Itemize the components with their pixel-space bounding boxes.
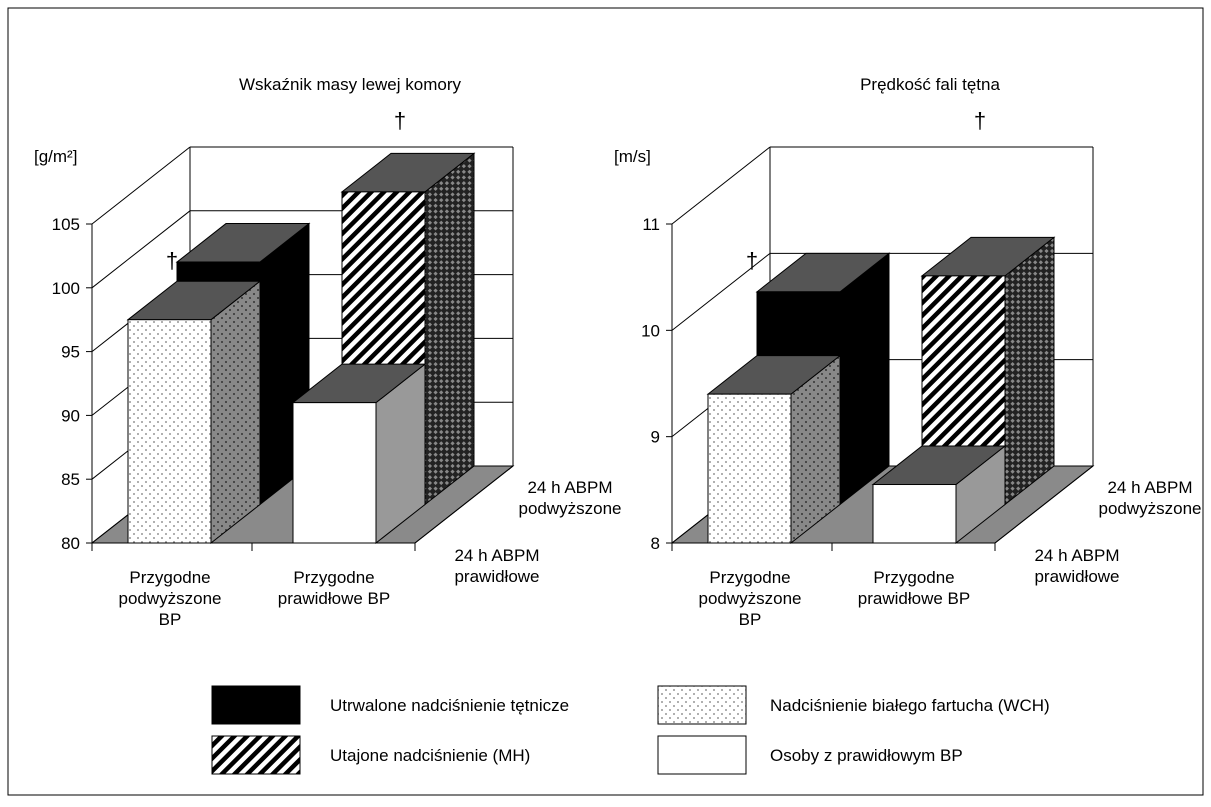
depth-label: 24 h ABPM prawidłowe bbox=[454, 546, 539, 586]
wall-line bbox=[91, 146, 191, 225]
y-tick-label: 80 bbox=[61, 534, 80, 553]
y-tick-label: 105 bbox=[52, 215, 80, 234]
bar-side bbox=[839, 252, 890, 506]
annotation: † bbox=[974, 108, 986, 133]
depth-label: 24 h ABPM podwyższone bbox=[518, 478, 621, 518]
legend-label: Osoby z prawidłowym BP bbox=[770, 746, 963, 765]
chart-title: Prędkość fali tętna bbox=[860, 75, 1000, 94]
y-tick-label: 11 bbox=[642, 215, 660, 234]
bar-side bbox=[210, 280, 261, 545]
annotation: † bbox=[746, 248, 758, 273]
floor-edge bbox=[414, 465, 514, 544]
x-tick-label-line: prawidłowe BP bbox=[858, 589, 970, 608]
x-tick-label-line: Przygodne bbox=[709, 568, 790, 587]
depth-label: 24 h ABPM podwyższone bbox=[1098, 478, 1201, 518]
y-tick-label: 10 bbox=[641, 321, 660, 340]
annotation: † bbox=[394, 108, 406, 133]
x-tick-label-line: podwyższone bbox=[698, 589, 801, 608]
x-tick-label: Przygodne podwyższone BP bbox=[698, 568, 801, 629]
x-tick-label: Przygodne prawidłowe BP bbox=[858, 568, 970, 608]
depth-label: 24 h ABPM prawidłowe bbox=[1034, 546, 1119, 586]
bar-side bbox=[1004, 236, 1055, 506]
bar-front bbox=[292, 402, 377, 544]
y-tick-label: 85 bbox=[61, 470, 80, 489]
x-tick-label: Przygodne prawidłowe BP bbox=[278, 568, 390, 608]
depth-label-line: 24 h ABPM bbox=[527, 478, 612, 497]
legend-swatch bbox=[211, 735, 301, 775]
depth-label-line: 24 h ABPM bbox=[1107, 478, 1192, 497]
y-axis-label: [g/m²] bbox=[34, 147, 77, 166]
depth-label-line: 24 h ABPM bbox=[1034, 546, 1119, 565]
x-tick-label-line: BP bbox=[159, 610, 182, 629]
annotation: † bbox=[166, 248, 178, 273]
x-tick-label-line: podwyższone bbox=[118, 589, 221, 608]
y-tick-label: 95 bbox=[61, 343, 80, 362]
x-tick-label: Przygodne podwyższone BP bbox=[118, 568, 221, 629]
y-tick-label: 90 bbox=[61, 406, 80, 425]
x-tick-label-line: BP bbox=[739, 610, 762, 629]
y-axis-label: [m/s] bbox=[614, 147, 651, 166]
x-tick-label-line: Przygodne bbox=[129, 568, 210, 587]
wall-line bbox=[671, 146, 771, 225]
bar-front bbox=[872, 484, 957, 544]
x-tick-label-line: Przygodne bbox=[293, 568, 374, 587]
x-tick-label-line: Przygodne bbox=[873, 568, 954, 587]
y-tick-label: 100 bbox=[52, 279, 80, 298]
depth-label-line: 24 h ABPM bbox=[454, 546, 539, 565]
floor-edge bbox=[994, 465, 1094, 544]
bar-front bbox=[127, 319, 212, 544]
legend-label: Utajone nadciśnienie (MH) bbox=[330, 746, 530, 765]
wall-line bbox=[671, 252, 771, 331]
chart-title: Wskaźnik masy lewej komory bbox=[239, 75, 461, 94]
depth-label-line: prawidłowe bbox=[454, 567, 539, 586]
wall-line bbox=[91, 210, 191, 289]
depth-label-line: podwyższone bbox=[1098, 499, 1201, 518]
depth-label-line: prawidłowe bbox=[1034, 567, 1119, 586]
frame bbox=[7, 7, 1204, 796]
bar-front bbox=[707, 393, 792, 544]
bar-side bbox=[424, 152, 475, 506]
depth-label-line: podwyższone bbox=[518, 499, 621, 518]
legend-label: Utrwalone nadciśnienie tętnicze bbox=[330, 696, 569, 715]
x-tick-label-line: prawidłowe BP bbox=[278, 589, 390, 608]
y-tick-label: 9 bbox=[651, 428, 660, 447]
y-tick-label: 8 bbox=[651, 534, 660, 553]
legend-swatch bbox=[211, 685, 301, 725]
legend-label: Nadciśnienie białego fartucha (WCH) bbox=[770, 696, 1050, 715]
legend-swatch bbox=[657, 685, 747, 725]
legend-swatch bbox=[657, 735, 747, 775]
